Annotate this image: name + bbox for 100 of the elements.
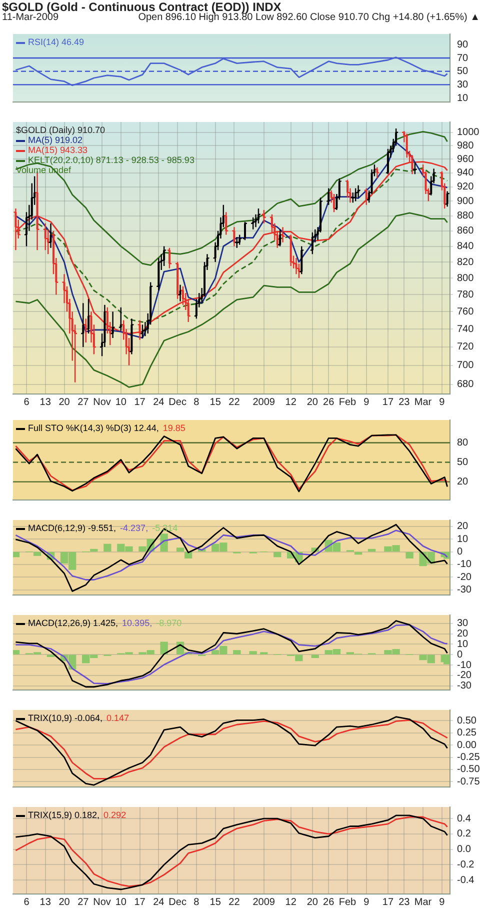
x-tick-label: Feb [338, 396, 357, 408]
x-tick-label: 15 [210, 896, 222, 908]
y-tick-label: 50 [457, 66, 469, 78]
x-tick-label: 8 [194, 396, 200, 408]
y-tick-label: -30 [457, 680, 472, 692]
y-tick-label: -10 [457, 660, 472, 671]
legend-label: MACD(6,12,9) -9.551, [28, 523, 116, 533]
y-tick-label: 720 [457, 342, 474, 353]
x-tick-label: 13 [40, 896, 52, 908]
legend-label: KELT(20,2.0,10) 871.13 - 928.53 - 985.93 [28, 155, 194, 165]
y-tick-label: 880 [457, 210, 474, 222]
x-tick-label: 10 [115, 896, 127, 908]
x-tick-label: 24 [153, 396, 165, 408]
x-tick-label: 27 [78, 896, 90, 908]
x-tick-label: 20 [58, 896, 70, 908]
x-tick-label: 12 [285, 896, 297, 908]
legend-label: MA(15) 943.33 [28, 145, 88, 155]
y-tick-label: 780 [457, 289, 474, 300]
y-tick-label: 0.25 [457, 728, 477, 739]
x-tick-label: 6 [24, 896, 30, 908]
x-tick-label: Dec [168, 896, 186, 908]
y-tick-label: 20 [457, 628, 469, 640]
x-tick-label: 12 [285, 396, 297, 408]
x-tick-label: 23 [398, 396, 410, 408]
series-label: -8.970 [156, 618, 182, 628]
y-tick-label: 0.4 [457, 813, 472, 824]
x-tick-label: 27 [78, 396, 90, 408]
y-tick-label: 50 [457, 457, 469, 468]
y-tick-label: 1000 [457, 127, 480, 138]
y-tick-label: 0.0 [457, 844, 472, 856]
x-tick-label: 26 [323, 896, 335, 908]
x-tick-label: Mar [414, 396, 432, 408]
x-tick-label: 2009 [252, 896, 276, 908]
x-tick-label: 24 [153, 896, 165, 908]
x-tick-label: 22 [228, 896, 240, 908]
y-tick-label: 800 [457, 272, 474, 284]
x-tick-label: 23 [398, 896, 410, 908]
x-tick-label: 9 [439, 896, 446, 908]
chart-subtitle: 11-Mar-2009 [2, 12, 59, 23]
y-tick-label: 740 [457, 324, 474, 335]
x-tick-label: Dec [168, 396, 186, 408]
x-tick-label: Nov [93, 896, 111, 908]
series-label: 19.85 [162, 423, 186, 433]
y-tick-label: 980 [457, 140, 474, 152]
y-tick-label: 0 [457, 649, 463, 660]
x-tick-label: 20 [58, 396, 70, 408]
legend-label: MACD(12,26,9) 1.425, [28, 618, 118, 628]
y-tick-label: 90 [457, 39, 469, 50]
x-tick-label: 8 [194, 896, 200, 908]
x-tick-label: 17 [134, 896, 146, 908]
x-tick-label: Feb [338, 896, 357, 908]
y-tick-label: -20 [457, 572, 472, 583]
y-tick-label: 20 [457, 521, 469, 532]
y-tick-label: -0.2 [457, 859, 475, 870]
x-tick-label: 9 [364, 896, 370, 908]
y-tick-label: 0 [457, 546, 463, 558]
y-tick-label: 920 [457, 182, 474, 193]
y-tick-label: -0.25 [457, 752, 480, 764]
x-tick-label: 20 [306, 396, 318, 408]
x-tick-label: 22 [228, 396, 240, 408]
x-tick-label: 17 [134, 396, 146, 408]
y-tick-label: 10 [457, 534, 469, 545]
y-tick-label: 30 [457, 618, 469, 630]
y-tick-label: 940 [457, 168, 474, 179]
text: $GOLD (Daily) 910.70 [16, 125, 106, 135]
x-tick-label: 20 [306, 896, 318, 908]
y-tick-label: 10 [457, 638, 469, 650]
y-tick-label: 700 [457, 360, 474, 372]
x-tick-label: 9 [364, 396, 370, 408]
y-tick-label: 10 [457, 92, 469, 104]
y-tick-label: 820 [457, 256, 474, 268]
x-tick-label: 9 [439, 396, 446, 408]
y-tick-label: 30 [457, 79, 469, 90]
x-tick-label: Nov [93, 396, 111, 408]
y-tick-label: 0.00 [457, 740, 477, 751]
x-tick-label: 17 [382, 396, 394, 408]
legend-label: Full STO %K(14,3) %D(3) 12.44, [28, 423, 159, 433]
text: 0.292 [104, 810, 126, 820]
y-tick-label: -0.50 [457, 764, 480, 776]
y-tick-label: 0.50 [457, 715, 477, 726]
x-tick-label: 13 [40, 396, 52, 408]
y-tick-label: -0.75 [457, 776, 480, 788]
series-label: -4.237, [120, 523, 148, 533]
y-tick-label: -10 [457, 559, 472, 570]
x-tick-label: 6 [24, 396, 30, 408]
y-tick-label: 760 [457, 306, 474, 318]
y-tick-label: -20 [457, 670, 472, 682]
y-tick-label: 860 [457, 226, 474, 237]
y-tick-label: 0.2 [457, 828, 472, 840]
y-tick-label: 840 [457, 241, 474, 252]
x-tick-label: Mar [414, 896, 432, 908]
text: 10.395, [122, 618, 152, 628]
x-tick-label: 10 [115, 396, 127, 408]
y-tick-label: 20 [457, 476, 469, 488]
x-tick-label: 17 [382, 896, 394, 908]
legend-label: RSI(14) 46.49 [28, 37, 84, 47]
x-tick-label: 15 [210, 396, 222, 408]
x-tick-label: 2009 [252, 396, 276, 408]
text: Open 896.10 High 913.80 Low 892.60 Close 910.70 Chg +14.80 (+1.65%) ▲ [138, 12, 480, 23]
x-tick-label: 26 [323, 396, 335, 408]
